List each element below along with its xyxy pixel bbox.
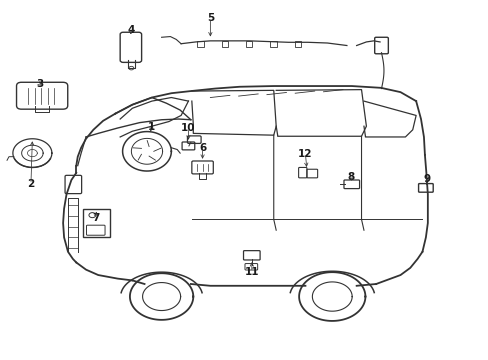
Bar — [197, 41, 203, 46]
Text: 9: 9 — [423, 174, 430, 184]
Text: 11: 11 — [244, 267, 259, 277]
Bar — [294, 41, 301, 46]
Text: 10: 10 — [181, 123, 195, 132]
Text: 1: 1 — [148, 122, 155, 132]
Bar — [270, 41, 276, 46]
Text: 2: 2 — [27, 179, 35, 189]
Bar — [221, 41, 227, 46]
Bar — [82, 209, 109, 237]
Text: 5: 5 — [206, 13, 214, 23]
Text: 3: 3 — [36, 79, 43, 89]
Bar — [245, 41, 252, 46]
Text: 4: 4 — [127, 25, 134, 35]
Text: 6: 6 — [199, 143, 206, 153]
Text: 8: 8 — [346, 172, 354, 182]
Text: 7: 7 — [92, 213, 100, 223]
Text: 12: 12 — [298, 149, 312, 159]
